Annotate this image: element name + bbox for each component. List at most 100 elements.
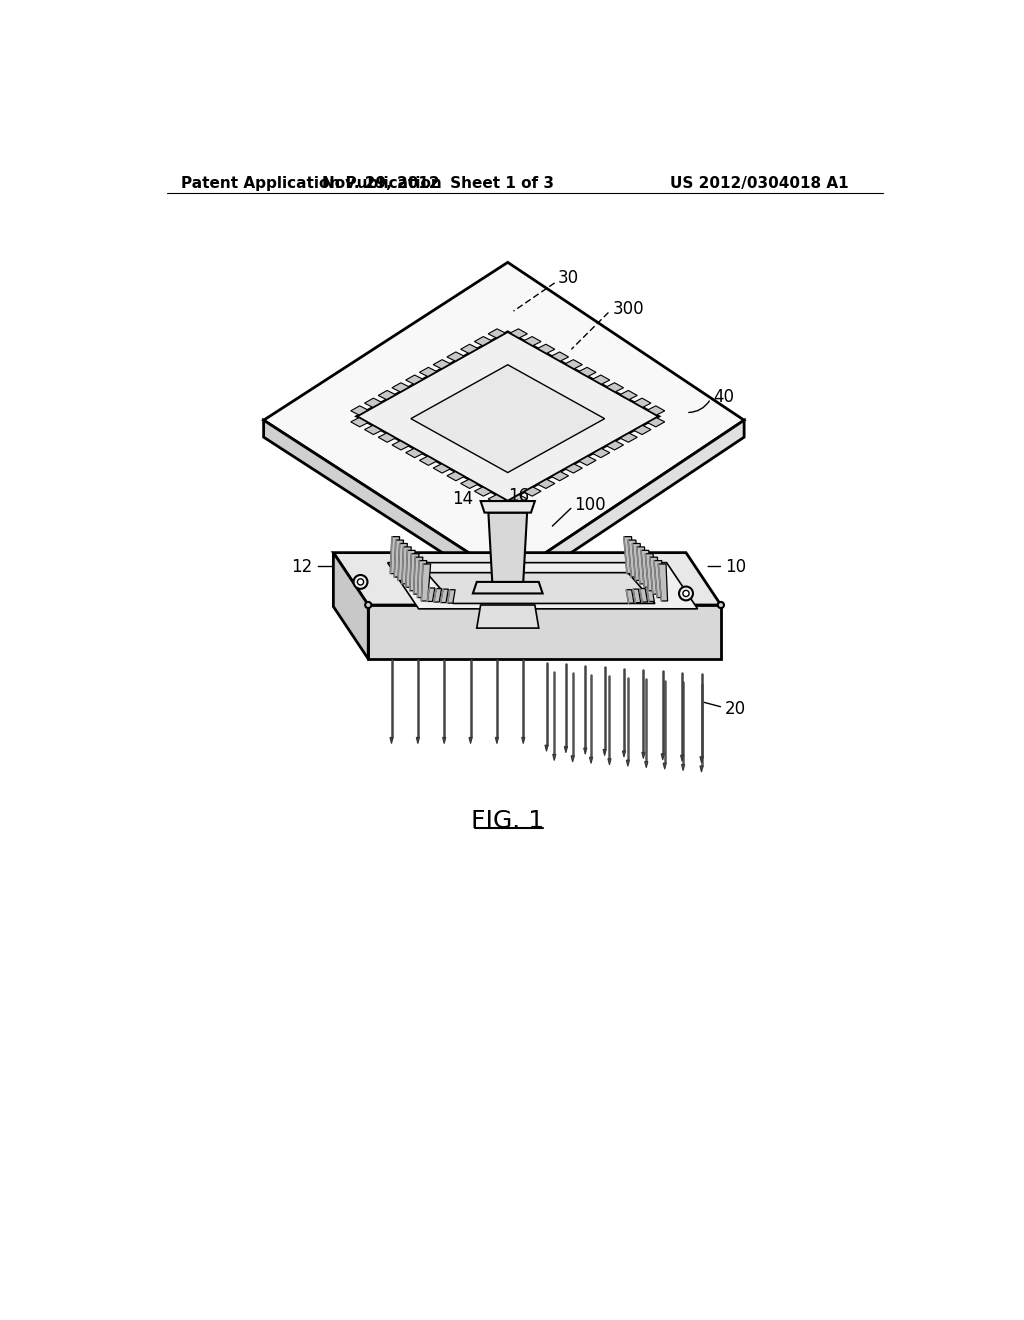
Polygon shape (682, 764, 685, 771)
Polygon shape (524, 337, 541, 346)
Polygon shape (263, 263, 744, 578)
Text: 14: 14 (452, 490, 473, 508)
Polygon shape (646, 587, 654, 602)
Polygon shape (593, 375, 609, 384)
Circle shape (718, 602, 724, 609)
Polygon shape (510, 495, 527, 504)
Text: Patent Application Publication: Patent Application Publication (180, 176, 441, 190)
Polygon shape (647, 405, 665, 414)
Polygon shape (654, 561, 664, 598)
Polygon shape (553, 755, 556, 760)
Polygon shape (406, 375, 423, 384)
Polygon shape (426, 573, 655, 603)
Polygon shape (263, 420, 508, 595)
Polygon shape (334, 553, 369, 659)
Polygon shape (621, 433, 637, 442)
Text: 40: 40 (713, 388, 734, 407)
Polygon shape (398, 544, 408, 581)
Polygon shape (645, 554, 654, 591)
Polygon shape (378, 391, 395, 400)
Polygon shape (593, 449, 609, 458)
Polygon shape (571, 756, 574, 762)
Polygon shape (496, 738, 499, 743)
Polygon shape (446, 352, 464, 362)
Polygon shape (427, 587, 435, 602)
Polygon shape (440, 589, 449, 603)
Polygon shape (442, 738, 445, 743)
Polygon shape (606, 441, 624, 450)
Polygon shape (420, 367, 436, 376)
Polygon shape (621, 391, 637, 400)
Polygon shape (640, 589, 647, 602)
Polygon shape (406, 550, 415, 587)
Polygon shape (446, 471, 464, 480)
Polygon shape (477, 605, 539, 628)
Polygon shape (637, 546, 646, 583)
Polygon shape (521, 738, 524, 743)
Polygon shape (623, 751, 626, 758)
Polygon shape (356, 331, 658, 502)
Polygon shape (402, 546, 412, 583)
Circle shape (366, 602, 372, 609)
Polygon shape (461, 345, 478, 354)
Polygon shape (700, 756, 703, 763)
Polygon shape (434, 589, 441, 602)
Text: 100: 100 (573, 496, 605, 513)
Polygon shape (538, 345, 555, 354)
Text: Nov. 29, 2012  Sheet 1 of 3: Nov. 29, 2012 Sheet 1 of 3 (322, 176, 554, 190)
Polygon shape (565, 463, 583, 473)
Polygon shape (410, 554, 419, 591)
Polygon shape (388, 562, 697, 609)
Polygon shape (628, 540, 637, 577)
Polygon shape (545, 744, 548, 751)
Polygon shape (474, 487, 492, 496)
Polygon shape (461, 479, 478, 488)
Polygon shape (473, 582, 543, 594)
Text: 12: 12 (291, 557, 312, 576)
Polygon shape (641, 550, 650, 587)
Polygon shape (608, 759, 611, 764)
Polygon shape (394, 540, 403, 577)
Polygon shape (538, 479, 555, 488)
Polygon shape (420, 457, 436, 466)
Polygon shape (658, 564, 668, 601)
Polygon shape (392, 441, 410, 450)
Polygon shape (524, 487, 541, 496)
Polygon shape (447, 590, 455, 603)
Circle shape (683, 590, 689, 597)
Polygon shape (579, 457, 596, 466)
Polygon shape (624, 537, 633, 574)
Polygon shape (700, 766, 703, 772)
Polygon shape (474, 337, 492, 346)
Polygon shape (634, 399, 651, 408)
Polygon shape (642, 752, 645, 759)
Polygon shape (417, 738, 420, 743)
Polygon shape (508, 420, 744, 595)
Polygon shape (390, 537, 399, 574)
Text: 16: 16 (508, 487, 528, 504)
Polygon shape (564, 747, 567, 752)
Polygon shape (406, 449, 423, 458)
Polygon shape (645, 762, 648, 768)
Polygon shape (418, 561, 427, 598)
Polygon shape (634, 425, 651, 434)
Text: FIG. 1: FIG. 1 (471, 809, 545, 833)
Polygon shape (488, 329, 505, 338)
Polygon shape (488, 512, 527, 582)
Polygon shape (392, 383, 410, 392)
Text: US 2012/0304018 A1: US 2012/0304018 A1 (671, 176, 849, 190)
Text: 20: 20 (725, 700, 745, 718)
Polygon shape (488, 495, 505, 504)
Polygon shape (590, 758, 593, 763)
Polygon shape (647, 417, 665, 426)
Circle shape (679, 586, 693, 601)
Polygon shape (551, 471, 568, 480)
Polygon shape (664, 763, 667, 770)
Polygon shape (627, 590, 634, 603)
Polygon shape (414, 557, 423, 594)
Polygon shape (433, 463, 451, 473)
Text: 30: 30 (558, 269, 580, 286)
Polygon shape (510, 329, 527, 338)
Polygon shape (627, 760, 630, 767)
Polygon shape (365, 399, 382, 408)
